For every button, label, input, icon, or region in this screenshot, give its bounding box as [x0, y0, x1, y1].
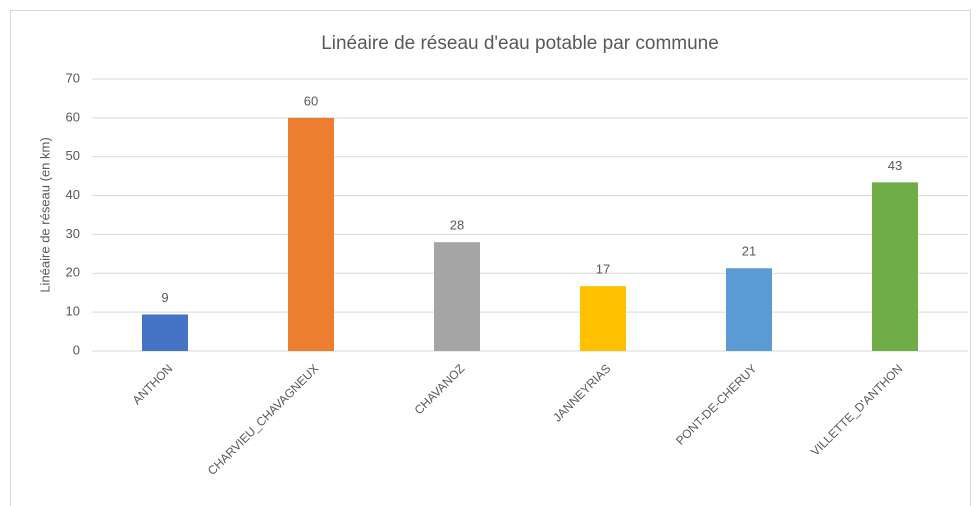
- bar: [872, 182, 918, 351]
- bar: [434, 242, 480, 351]
- bar: [580, 286, 626, 351]
- y-tick-label: 70: [66, 70, 80, 85]
- bar: [142, 314, 188, 351]
- y-tick-label: 10: [66, 304, 80, 319]
- value-label: 28: [450, 218, 464, 233]
- value-label: 9: [161, 290, 168, 305]
- y-tick-label: 0: [73, 342, 80, 357]
- value-label: 60: [304, 93, 318, 108]
- y-tick-label: 50: [66, 148, 80, 163]
- value-label: 43: [888, 158, 902, 173]
- chart-frame: [10, 10, 971, 506]
- y-axis-label: Linéaire de réseau (en km): [37, 137, 52, 292]
- bar: [288, 117, 334, 351]
- y-tick-label: 60: [66, 109, 80, 124]
- chart-title: Linéaire de réseau d'eau potable par com…: [321, 33, 719, 54]
- value-label: 17: [596, 262, 610, 277]
- y-tick-label: 20: [66, 265, 80, 280]
- value-label: 21: [742, 244, 756, 259]
- y-tick-label: 40: [66, 187, 80, 202]
- y-tick-label: 30: [66, 226, 80, 241]
- bar: [726, 268, 772, 351]
